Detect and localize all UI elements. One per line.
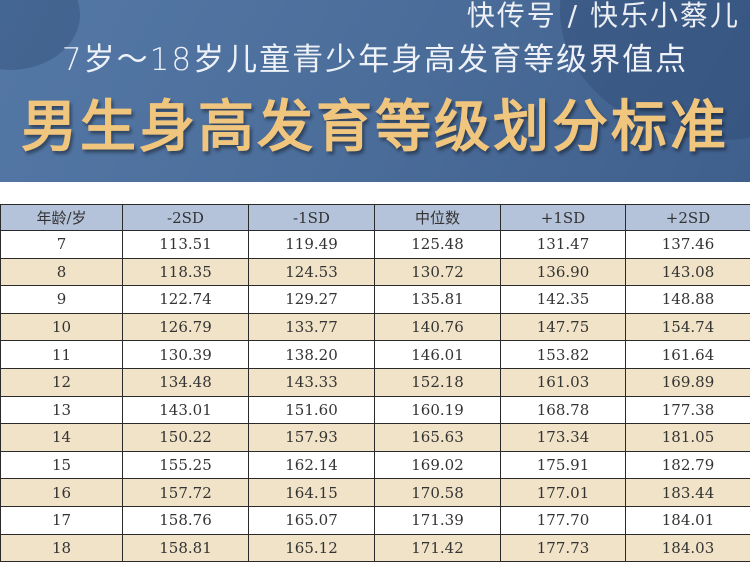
table-cell: 171.42: [375, 534, 501, 562]
column-header: -1SD: [249, 205, 375, 231]
header-banner: 快传号 / 快乐小蔡儿 7岁～18岁儿童青少年身高发育等级界值点 男生身高发育等…: [0, 0, 750, 182]
table-cell: 125.48: [375, 231, 501, 259]
table-cell: 124.53: [249, 258, 375, 286]
table-cell: 162.14: [249, 451, 375, 479]
table-cell: 12: [1, 368, 123, 396]
table-cell: 165.12: [249, 534, 375, 562]
table-cell: 126.79: [123, 313, 249, 341]
table-cell: 155.25: [123, 451, 249, 479]
table-cell: 134.48: [123, 368, 249, 396]
table-cell: 130.72: [375, 258, 501, 286]
table-cell: 165.07: [249, 506, 375, 534]
table-cell: 177.70: [501, 506, 626, 534]
table-cell: 177.38: [626, 396, 750, 424]
table-cell: 158.76: [123, 506, 249, 534]
table-cell: 152.18: [375, 368, 501, 396]
table-cell: 169.89: [626, 368, 750, 396]
table-cell: 184.01: [626, 506, 750, 534]
table-cell: 119.49: [249, 231, 375, 259]
table-cell: 151.60: [249, 396, 375, 424]
table-cell: 129.27: [249, 286, 375, 314]
table-cell: 147.75: [501, 313, 626, 341]
column-header: 年龄/岁: [1, 205, 123, 231]
table-cell: 118.35: [123, 258, 249, 286]
table-cell: 170.58: [375, 479, 501, 507]
table-cell: 177.01: [501, 479, 626, 507]
table-cell: 133.77: [249, 313, 375, 341]
table-cell: 140.76: [375, 313, 501, 341]
table-cell: 143.33: [249, 368, 375, 396]
table-cell: 130.39: [123, 341, 249, 369]
table-cell: 135.81: [375, 286, 501, 314]
table-cell: 13: [1, 396, 123, 424]
table-cell: 143.08: [626, 258, 750, 286]
table-cell: 10: [1, 313, 123, 341]
table-cell: 157.93: [249, 424, 375, 452]
table-cell: 169.02: [375, 451, 501, 479]
table-cell: 157.72: [123, 479, 249, 507]
table-cell: 136.90: [501, 258, 626, 286]
column-header: 中位数: [375, 205, 501, 231]
table-cell: 8: [1, 258, 123, 286]
table-cell: 122.74: [123, 286, 249, 314]
table-cell: 150.22: [123, 424, 249, 452]
table-cell: 137.46: [626, 231, 750, 259]
table-cell: 138.20: [249, 341, 375, 369]
table-cell: 164.15: [249, 479, 375, 507]
table-cell: 168.78: [501, 396, 626, 424]
table-cell: 161.03: [501, 368, 626, 396]
table-cell: 143.01: [123, 396, 249, 424]
page-title: 男生身高发育等级划分标准: [0, 82, 750, 163]
table-cell: 146.01: [375, 341, 501, 369]
table-cell: 182.79: [626, 451, 750, 479]
table-cell: 18: [1, 534, 123, 562]
table-cell: 17: [1, 506, 123, 534]
table-cell: 165.63: [375, 424, 501, 452]
table-cell: 183.44: [626, 479, 750, 507]
column-header: +1SD: [501, 205, 626, 231]
table-cell: 184.03: [626, 534, 750, 562]
table-cell: 131.47: [501, 231, 626, 259]
table-cell: 177.73: [501, 534, 626, 562]
table-cell: 9: [1, 286, 123, 314]
page-subtitle: 7岁～18岁儿童青少年身高发育等级界值点: [0, 34, 750, 79]
watermark: 快传号 / 快乐小蔡儿: [467, 0, 740, 32]
table-cell: 15: [1, 451, 123, 479]
table-cell: 153.82: [501, 341, 626, 369]
table-cell: 113.51: [123, 231, 249, 259]
table-cell: 158.81: [123, 534, 249, 562]
table-cell: 161.64: [626, 341, 750, 369]
table-cell: 148.88: [626, 286, 750, 314]
table-cell: 142.35: [501, 286, 626, 314]
table-cell: 11: [1, 341, 123, 369]
table-cell: 14: [1, 424, 123, 452]
table-cell: 160.19: [375, 396, 501, 424]
table-cell: 171.39: [375, 506, 501, 534]
table-cell: 154.74: [626, 313, 750, 341]
table-cell: 175.91: [501, 451, 626, 479]
column-header: -2SD: [123, 205, 249, 231]
table-cell: 181.05: [626, 424, 750, 452]
column-header: +2SD: [626, 205, 750, 231]
table-cell: 173.34: [501, 424, 626, 452]
table-cell: 7: [1, 231, 123, 259]
table-cell: 16: [1, 479, 123, 507]
